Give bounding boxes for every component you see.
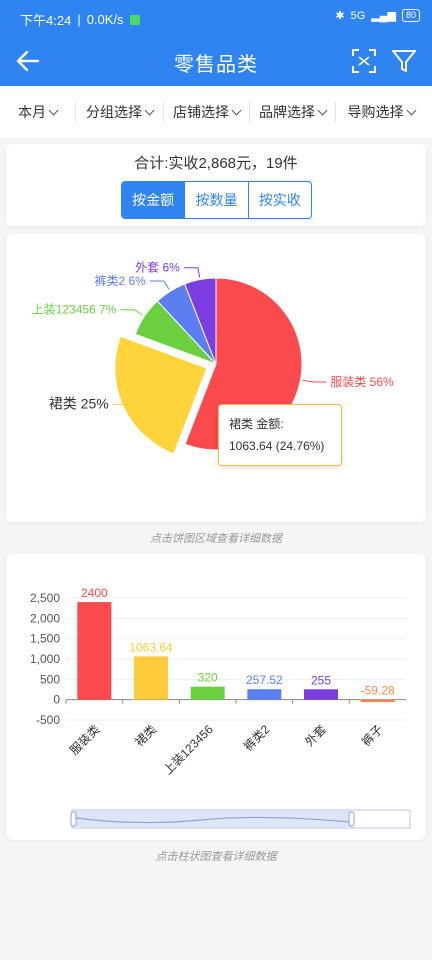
bar-category-label-0: 服装类: [67, 722, 102, 757]
bar-value-label-5: -59.28: [361, 684, 395, 698]
pie-slice-1[interactable]: [114, 335, 208, 455]
bar-ytick-label: 1,500: [30, 632, 60, 646]
pie-tooltip: 裙类 金额: 1063.64 (24.76%): [218, 404, 342, 466]
bar-ytick-label: 0: [53, 693, 60, 707]
bar-category-label-4: 外套: [302, 722, 329, 749]
pie-label-1: 裙类 25%: [49, 395, 109, 411]
pie-leader-line-0: [302, 379, 327, 383]
chevron-down-icon: [317, 105, 328, 115]
bar-value-label-3: 257.52: [246, 673, 283, 687]
signal-icon: ▂▄▆: [371, 10, 396, 22]
filter-brand[interactable]: 品牌选择: [250, 102, 336, 122]
filter-icon[interactable]: [390, 47, 418, 75]
chevron-down-icon: [48, 105, 59, 115]
battery-icon: 80: [401, 9, 420, 22]
signal-label: 5G: [350, 9, 366, 22]
filter-bar: 本月 分组选择 店铺选择 品牌选择 导购选择: [0, 86, 432, 138]
bar-ytick-label: 2,500: [30, 591, 60, 605]
notification-icon: [129, 14, 140, 25]
bar-0[interactable]: [77, 602, 112, 700]
filter-guide[interactable]: 导购选择: [336, 102, 426, 122]
pie-chart[interactable]: 服装类 56% 裙类 25% 上装123456 7% 裤类2 6%外套 6%: [0, 234, 432, 522]
toggle-received[interactable]: 按实收: [258, 192, 301, 208]
bar-ytick-label: 1,000: [30, 652, 60, 666]
pie-hint: 点击饼图区域查看详细数据: [150, 533, 282, 545]
bar-category-label-5: 裤子: [359, 722, 386, 749]
tooltip-title: 裙类 金额:: [229, 417, 284, 431]
pie-label-0: 服装类 56%: [330, 375, 394, 389]
summary-total: 合计:实收2,868元，19件: [134, 155, 298, 172]
bar-category-label-2: 上装123456: [161, 722, 216, 777]
bar-ytick-label: 2,000: [30, 611, 60, 625]
bar-category-label-3: 裤类2: [241, 722, 273, 754]
filter-store[interactable]: 店铺选择: [164, 102, 250, 122]
status-bar: 下午4:24 | 0.0K/s ✱ 5G ▂▄▆ 80: [0, 0, 432, 36]
bar-2[interactable]: [190, 686, 225, 700]
bar-value-label-4: 255: [311, 673, 331, 687]
bar-chart[interactable]: 2,500 2,000 1,500 1,000 500 0 -500 2400 服装类 1063.…: [0, 554, 432, 840]
pie-leader-line-4: [183, 267, 201, 278]
bar-4[interactable]: [304, 689, 338, 700]
bluetooth-icon: ✱: [335, 10, 345, 22]
pie-leader-line-3: [149, 280, 170, 290]
bar-category-label-1: 裙类: [132, 722, 159, 749]
tooltip-value: 1063.64 (24.76%): [229, 439, 325, 453]
bar-hint: 点击柱状图查看详细数据: [155, 851, 277, 863]
zoom-slider-handle-left[interactable]: [70, 811, 77, 827]
filter-group[interactable]: 分组选择: [76, 102, 164, 122]
pie-slice-4[interactable]: [184, 277, 217, 365]
chevron-down-icon: [144, 105, 155, 115]
page-title: 零售品类: [174, 54, 258, 76]
bar-value-label-1: 1063.64: [129, 640, 173, 654]
metric-toggle: 按金额 按数量 按实收: [121, 181, 312, 219]
pie-leader-line-1: [112, 402, 131, 405]
summary-card: 合计:实收2,868元，19件 按金额 按数量 按实收: [6, 144, 426, 226]
pie-label-4: 外套 6%: [135, 261, 180, 275]
app-bar: 零售品类: [0, 36, 432, 86]
bar-3[interactable]: [247, 689, 282, 700]
chevron-down-icon: [406, 105, 416, 115]
filter-period[interactable]: 本月: [0, 102, 76, 122]
toggle-amount[interactable]: 按金额: [122, 182, 186, 218]
bar-5[interactable]: [360, 699, 395, 703]
bar-value-label-2: 320: [198, 671, 218, 685]
bar-1[interactable]: [134, 656, 168, 700]
scan-icon[interactable]: [350, 47, 378, 75]
pie-label-2: 上装123456 7%: [32, 303, 117, 317]
zoom-slider-preview: [75, 816, 351, 824]
chevron-down-icon: [231, 105, 242, 115]
toggle-quantity[interactable]: 按数量: [185, 182, 249, 218]
zoom-slider-handle-right[interactable]: [348, 811, 355, 827]
back-arrow-icon[interactable]: [14, 48, 42, 74]
bar-value-label-0: 2400: [81, 586, 108, 600]
status-time: 下午4:24: [20, 13, 72, 28]
status-speed: 0.0K/s: [86, 12, 124, 27]
pie-leader-line-2: [120, 309, 144, 316]
bar-ytick-label: -500: [36, 713, 60, 727]
bar-ytick-label: 500: [40, 672, 60, 686]
pie-label-3: 裤类2 6%: [94, 274, 146, 288]
